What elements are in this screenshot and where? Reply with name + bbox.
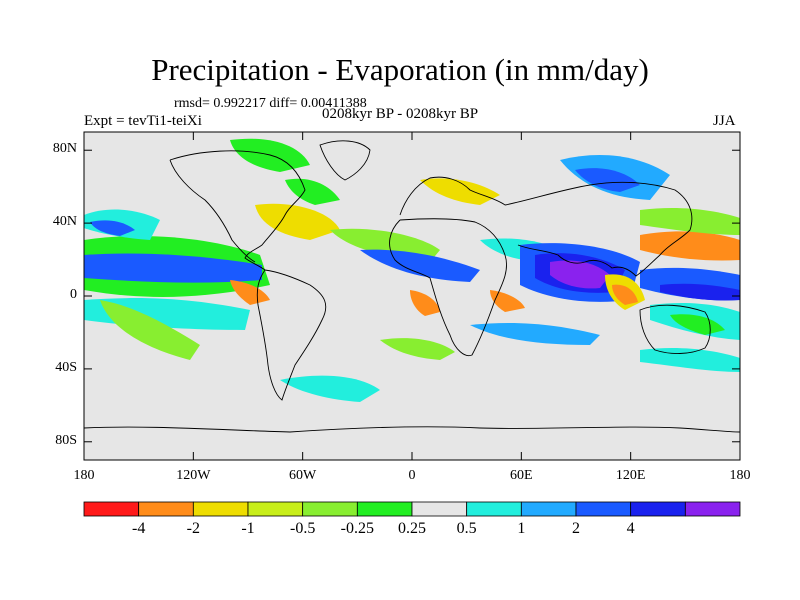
field-region bbox=[575, 168, 640, 192]
lat-ticks bbox=[84, 149, 740, 443]
field-region bbox=[420, 178, 500, 205]
statistics-label: rmsd= 0.992217 diff= 0.00411388 bbox=[174, 96, 367, 111]
north-america-coast bbox=[169, 150, 306, 271]
colorbar-swatch bbox=[575, 501, 632, 517]
lat-tick-label: 0 bbox=[70, 287, 77, 302]
north-america-west-coast bbox=[169, 159, 256, 263]
colorbar bbox=[83, 501, 741, 517]
field-layer bbox=[84, 132, 740, 460]
lon-tick-label: 180 bbox=[729, 468, 751, 483]
lon-tick-label: 120E bbox=[615, 468, 646, 483]
lon-tick-label: 180 bbox=[73, 468, 95, 483]
field-region bbox=[90, 220, 135, 236]
colorbar-swatch bbox=[466, 501, 522, 517]
colorbar-swatch bbox=[247, 501, 304, 517]
field-region bbox=[380, 338, 455, 360]
colorbar-label: -0.5 bbox=[289, 520, 316, 537]
field-region bbox=[360, 249, 480, 282]
field-region bbox=[230, 280, 270, 305]
lat-tick-label: 80N bbox=[52, 141, 77, 157]
greenland-coast bbox=[319, 140, 371, 181]
colorbar-label: 1 bbox=[517, 520, 526, 537]
field-region bbox=[100, 300, 200, 360]
lon-tick-label: 60W bbox=[289, 468, 317, 483]
colorbar-swatch bbox=[411, 501, 468, 517]
coastlines bbox=[84, 140, 740, 433]
map-title: Precipitation - Evaporation (in mm/day) bbox=[151, 52, 649, 87]
colorbar-swatch bbox=[83, 501, 140, 517]
colorbar-label: -4 bbox=[131, 520, 146, 537]
period-label: 0208kyr BP - 0208kyr BP bbox=[322, 106, 479, 122]
lon-tick-label: 120W bbox=[176, 468, 211, 483]
field-region bbox=[640, 207, 740, 235]
lon-tick-label: 60E bbox=[510, 468, 533, 483]
africa-coast bbox=[389, 218, 507, 357]
colorbar-swatch bbox=[684, 501, 741, 517]
field-region bbox=[255, 203, 340, 240]
field-region bbox=[84, 253, 262, 283]
field-region bbox=[490, 290, 525, 312]
lon-tick-label: 0 bbox=[408, 468, 416, 483]
lon-ticks bbox=[83, 132, 741, 460]
colorbar-swatch bbox=[302, 501, 358, 517]
colorbar-swatch bbox=[520, 501, 577, 517]
colorbar-label: 2 bbox=[572, 520, 580, 537]
colorbar-label: -1 bbox=[241, 520, 255, 537]
australia-coast bbox=[639, 304, 711, 354]
lat-tick-label: 80S bbox=[55, 432, 77, 448]
antarctica-coast bbox=[84, 426, 740, 433]
south-america-coast bbox=[256, 269, 327, 401]
field-region bbox=[280, 375, 380, 402]
field-region bbox=[640, 231, 740, 261]
field-region bbox=[410, 290, 440, 316]
field-region bbox=[640, 347, 740, 372]
field-region bbox=[670, 314, 725, 335]
colorbar-swatch bbox=[356, 501, 413, 517]
field-region bbox=[612, 284, 638, 305]
asia-coast bbox=[504, 181, 693, 277]
field-region bbox=[470, 323, 600, 345]
experiment-label: Expt = tevTi1-teiXi bbox=[84, 113, 202, 129]
colorbar-label: 4 bbox=[626, 520, 635, 537]
europe-coast bbox=[399, 176, 506, 216]
colorbar-label: -2 bbox=[186, 520, 200, 537]
colorbar-swatch bbox=[192, 501, 249, 517]
lat-tick-label: 40N bbox=[52, 214, 77, 230]
field-region bbox=[285, 178, 340, 205]
colorbar-label: -0.25 bbox=[340, 520, 374, 537]
lat-tick-label: 40S bbox=[55, 359, 77, 375]
field-region bbox=[660, 283, 740, 301]
colorbar-swatch bbox=[630, 501, 686, 517]
colorbar-label: 0.25 bbox=[398, 520, 426, 537]
field-region bbox=[550, 260, 610, 289]
colorbar-swatch bbox=[138, 501, 194, 517]
season-label: JJA bbox=[713, 113, 736, 129]
colorbar-label: 0.5 bbox=[456, 520, 477, 537]
